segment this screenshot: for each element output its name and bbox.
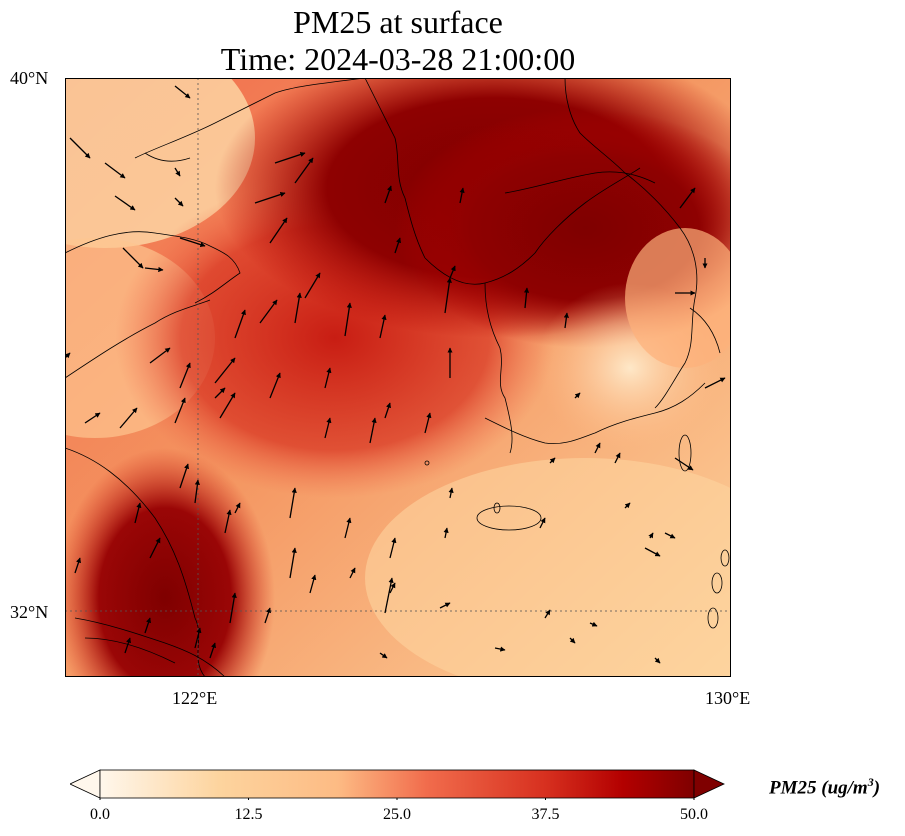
lat-label-40n: 40°N xyxy=(10,68,49,88)
lat-label-32n: 32°N xyxy=(10,602,49,622)
colorbar-max-extend xyxy=(693,769,725,799)
pm25-map xyxy=(65,78,731,677)
colorbar-tick-4: 50.0 xyxy=(680,806,708,823)
colorbar-tick-2: 25.0 xyxy=(383,806,411,823)
map-title: PM25 at surface xyxy=(293,4,503,40)
map-time: Time: 2024-03-28 21:00:00 xyxy=(220,41,576,77)
concentration-field xyxy=(65,78,731,677)
colorbar-tick-1: 12.5 xyxy=(234,806,263,823)
gridlines xyxy=(65,78,731,677)
colorbar-tick-0: 0.0 xyxy=(90,806,110,823)
map-frame xyxy=(65,78,731,677)
lon-label-122e: 122°E xyxy=(172,688,218,708)
colorbar xyxy=(70,769,725,800)
colorbar-min-extend xyxy=(70,769,101,799)
colorbar-label: PM25 (ug/m3) xyxy=(769,775,881,799)
coastlines xyxy=(65,78,730,677)
colorbar-tick-3: 37.5 xyxy=(531,806,560,823)
lon-label-130e: 130°E xyxy=(705,688,751,708)
